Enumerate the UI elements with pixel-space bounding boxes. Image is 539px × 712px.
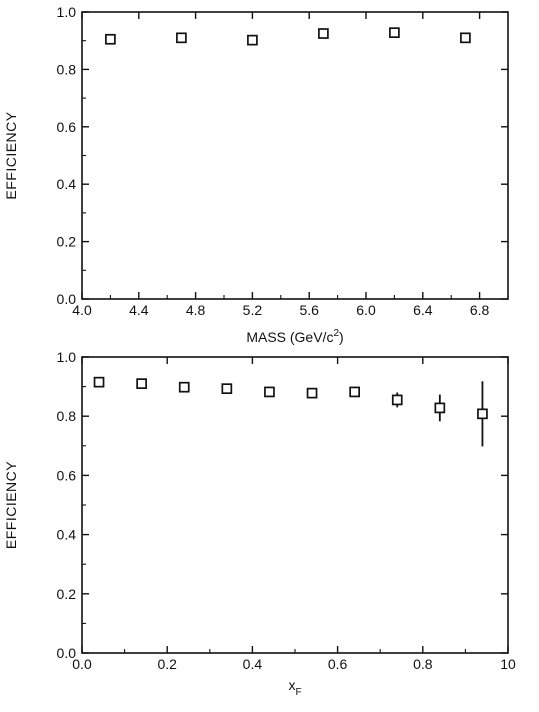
data-point xyxy=(221,383,233,395)
data-point xyxy=(349,386,360,398)
data-point xyxy=(391,394,403,406)
x-axis-title-subscript: F xyxy=(295,687,301,698)
y-tick-label: 0.2 xyxy=(57,586,77,602)
x-axis-title-superscript: 2 xyxy=(333,328,339,339)
data-point xyxy=(264,386,275,398)
y-tick-label: 0.4 xyxy=(57,176,77,192)
x-axis-title-main: MASS (GeV/c xyxy=(246,329,333,345)
data-point xyxy=(178,381,190,393)
data-point xyxy=(477,408,488,420)
x-tick-label: 0.2 xyxy=(157,656,177,672)
y-tick-label: 0.8 xyxy=(57,408,77,424)
x-axis-title: MASS (GeV/c2) xyxy=(246,328,343,345)
x-axis-title-main: x xyxy=(288,677,295,693)
data-point xyxy=(434,402,446,414)
x-tick-label: 6.0 xyxy=(356,302,376,318)
y-tick-label: 0.0 xyxy=(57,645,77,661)
y-tick-label: 0.6 xyxy=(57,467,77,483)
x-tick-label: 0.6 xyxy=(328,656,348,672)
data-point xyxy=(318,28,329,39)
x-tick-label: 5.6 xyxy=(299,302,319,318)
xf-efficiency-chart: 0.0 0.2 0.4 0.6 0.8 10 0.0 0.2 0.4 0.6 0.8 1.0 EFFIC… xyxy=(3,349,516,698)
x-axis-title: xF xyxy=(288,677,301,698)
y-axis-title: EFFICIENCY xyxy=(3,111,19,199)
x-tick-label: 5.2 xyxy=(243,302,263,318)
x-tick-label: 6.4 xyxy=(413,302,433,318)
x-tick-label: 0.4 xyxy=(243,656,263,672)
y-tick-label: 0.6 xyxy=(57,119,77,135)
data-point xyxy=(460,32,471,44)
y-tick-label: 1.0 xyxy=(57,349,77,365)
plot-frame xyxy=(81,11,509,300)
y-tick-label: 0.2 xyxy=(57,234,77,250)
data-point xyxy=(105,33,116,45)
x-tick-label: 6.8 xyxy=(470,302,490,318)
x-tick-label: 0.0 xyxy=(72,656,92,672)
mass-efficiency-chart: 4.0 4.4 4.8 5.2 5.6 6.0 6.4 6.8 0.0 0.2 0.4 0.6 0.8 1… xyxy=(3,4,509,345)
x-tick-label: 4.4 xyxy=(129,302,149,318)
y-axis-title: EFFICIENCY xyxy=(3,461,19,549)
y-tick-label: 0.4 xyxy=(57,527,77,543)
data-point xyxy=(176,32,187,44)
data-point xyxy=(306,387,318,399)
data-point xyxy=(247,34,258,46)
y-tick-label: 0.8 xyxy=(57,61,77,77)
x-tick-label: 0.8 xyxy=(413,656,433,672)
y-tick-label: 1.0 xyxy=(57,4,77,20)
data-point xyxy=(136,378,147,389)
data-point xyxy=(389,27,400,39)
plot-frame xyxy=(81,356,509,654)
data-point xyxy=(93,376,105,388)
x-tick-label: 10 xyxy=(500,656,516,672)
x-tick-label: 4.8 xyxy=(186,302,206,318)
x-axis-title-suffix: ) xyxy=(339,329,344,345)
y-tick-label: 0.0 xyxy=(57,291,77,307)
x-tick-label: 4.0 xyxy=(72,302,92,318)
